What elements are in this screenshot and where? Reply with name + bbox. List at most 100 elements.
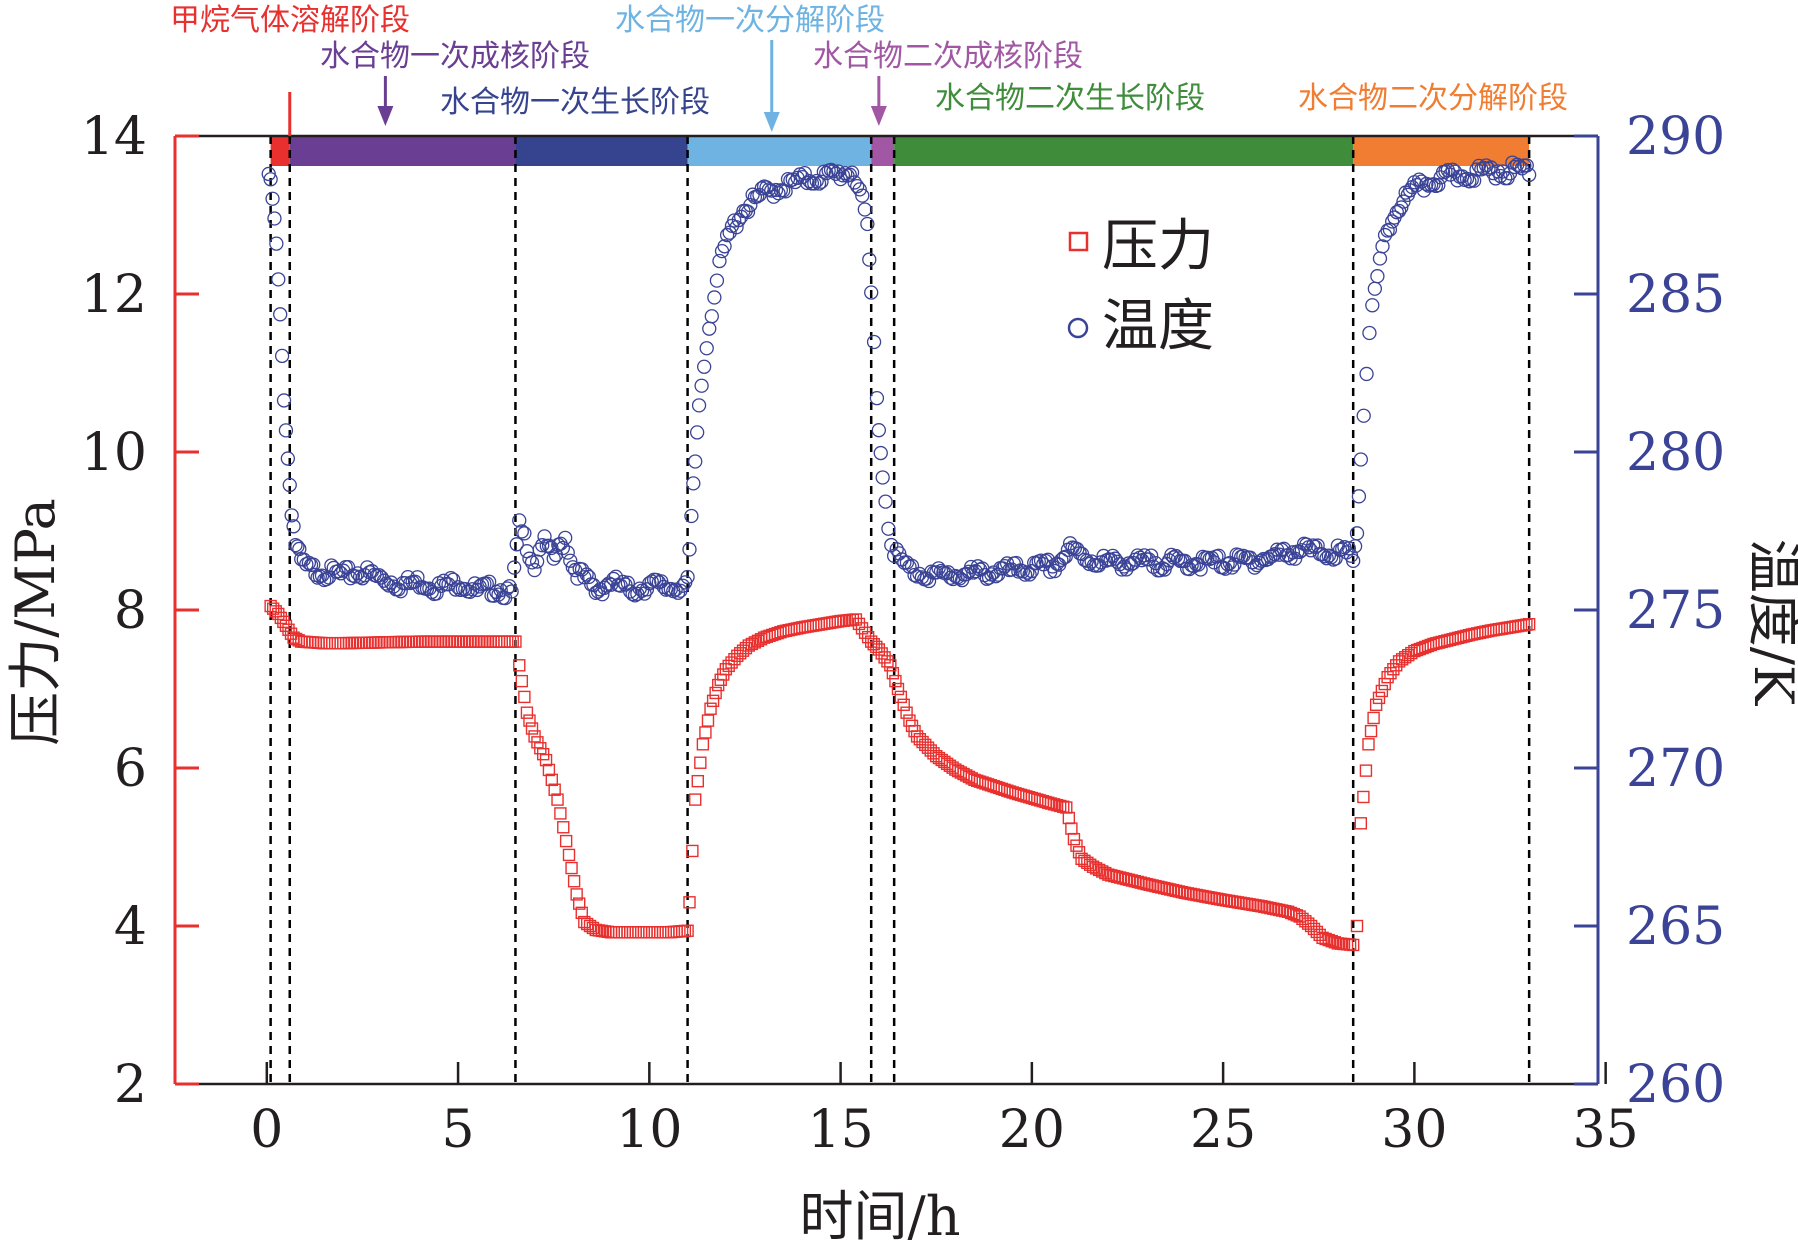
x-tick-label: 0	[250, 1100, 283, 1160]
temperature-point	[1017, 567, 1033, 582]
temperature-point	[1231, 548, 1247, 563]
stage-arrow-head	[377, 106, 394, 126]
temperature-point	[691, 398, 707, 413]
temperature-point	[1507, 159, 1522, 175]
pressure-point	[706, 694, 720, 708]
pressure-point	[694, 756, 707, 769]
pressure-point	[891, 682, 905, 696]
pressure-point	[704, 702, 717, 715]
pressure-point	[686, 844, 699, 858]
left-tick-label: 10	[81, 423, 147, 483]
temperature-point	[819, 165, 834, 181]
temperature-point	[740, 204, 756, 220]
temperature-point	[684, 508, 699, 524]
left-tick-label: 12	[81, 265, 147, 325]
temperature-point	[807, 176, 822, 191]
temperature-point	[1058, 549, 1073, 564]
temperature-point	[855, 188, 870, 203]
temperature-point	[1382, 222, 1398, 237]
temperature-point	[271, 272, 286, 287]
temperature-point	[1319, 551, 1334, 566]
temperature-point	[835, 168, 851, 183]
pressure-point	[1357, 790, 1370, 804]
temperature-point	[623, 584, 638, 599]
pressure-point	[881, 655, 894, 668]
temperature-point	[263, 172, 278, 187]
pressure-series	[264, 599, 1536, 952]
stage-arrow-head	[763, 112, 780, 132]
temperature-point	[1431, 177, 1446, 193]
temperature-point	[1353, 452, 1368, 467]
temperature-point	[788, 174, 803, 190]
temperature-point	[823, 162, 839, 178]
temperature-point	[1224, 560, 1240, 575]
left-y-axis-label: 压力/MPa	[4, 498, 67, 746]
temperature-point	[1137, 548, 1152, 563]
temperature-point	[862, 252, 877, 267]
pressure-point	[886, 667, 900, 680]
temperature-point	[1070, 542, 1085, 557]
temperature-point	[336, 563, 351, 578]
temperature-point	[1389, 205, 1404, 220]
stage-bar	[1353, 136, 1530, 166]
temperature-point	[1467, 173, 1482, 188]
temperature-point	[441, 577, 456, 592]
temperature-point	[881, 521, 896, 536]
pressure-point	[1067, 832, 1081, 846]
temperature-point	[1351, 489, 1367, 504]
pressure-point	[1350, 919, 1364, 933]
temperature-point	[1359, 366, 1374, 382]
right-tick-label: 285	[1626, 265, 1725, 325]
temperature-point	[504, 584, 519, 599]
temperature-point	[717, 239, 732, 254]
temperature-point	[1317, 549, 1332, 564]
temperature-point	[731, 212, 746, 228]
temperature-point	[527, 562, 542, 578]
temperature-point	[537, 529, 552, 544]
temperature-point	[809, 173, 824, 189]
temperature-point	[625, 586, 640, 602]
temperature-point	[288, 537, 303, 553]
temperature-point	[709, 273, 725, 288]
temperature-point	[579, 567, 594, 582]
temperature-point	[1370, 269, 1385, 284]
temperature-point	[688, 454, 703, 469]
temperature-point	[507, 560, 522, 575]
temperature-series	[261, 155, 1537, 606]
temperature-point	[814, 174, 829, 189]
temperature-point	[278, 423, 294, 438]
temperature-point	[1116, 559, 1132, 574]
temperature-point	[563, 553, 578, 568]
temperature-point	[1141, 552, 1157, 567]
temperature-point	[482, 574, 497, 589]
temperature-point	[448, 582, 463, 597]
temperature-point	[1521, 167, 1537, 183]
temperature-point	[921, 573, 937, 589]
pressure-point	[523, 714, 536, 727]
legend-square-marker	[1068, 231, 1089, 252]
temperature-point	[1447, 164, 1463, 179]
temperature-point	[639, 582, 655, 597]
stage-arrow-head	[870, 106, 887, 126]
temperature-point	[873, 445, 888, 461]
pressure-point	[559, 834, 573, 848]
temperature-point	[712, 253, 727, 269]
stage-label: 水合物二次成核阶段	[813, 39, 1083, 74]
temperature-point	[284, 508, 299, 523]
temperature-point	[668, 582, 683, 597]
temperature-point	[348, 569, 363, 584]
temperature-point	[680, 569, 695, 585]
pressure-point	[513, 659, 526, 672]
temperature-point	[1510, 157, 1525, 172]
stage-bar	[894, 136, 1354, 166]
temperature-point	[299, 557, 314, 572]
temperature-point	[1220, 556, 1235, 572]
temperature-point	[1056, 550, 1071, 565]
temperature-point	[372, 568, 387, 583]
temperature-point	[719, 227, 735, 243]
temperature-point	[743, 198, 758, 213]
temperature-point	[828, 166, 843, 181]
temperature-point	[615, 574, 631, 590]
temperature-point	[1143, 548, 1159, 563]
x-tick-label: 10	[616, 1100, 682, 1160]
